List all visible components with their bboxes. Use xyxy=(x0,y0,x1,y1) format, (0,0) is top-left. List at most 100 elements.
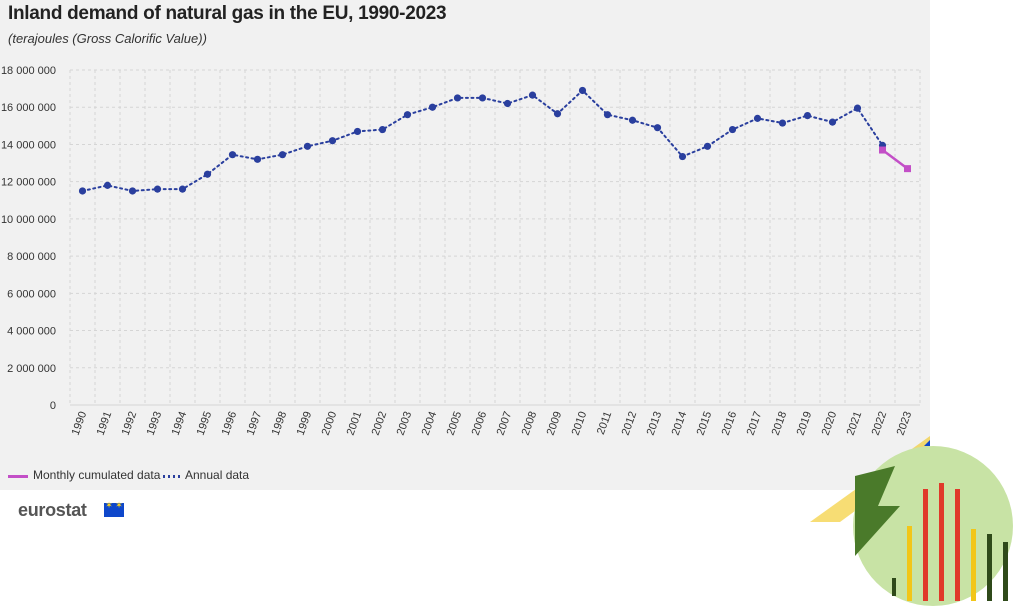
badge-bar xyxy=(1003,542,1008,601)
monthly-data-point xyxy=(879,146,886,154)
x-tick-label: 2022 xyxy=(870,410,890,437)
x-tick-label: 2013 xyxy=(645,410,665,437)
legend-label-annual: Annual data xyxy=(185,468,250,482)
annual-data-point xyxy=(178,185,187,193)
annual-data-point xyxy=(403,111,412,119)
line-chart: 0 2 000 000 4 000 000 6 000 000 8 000 000 10 … xyxy=(1,65,921,437)
x-tick-label: 2019 xyxy=(795,410,815,437)
badge-bar xyxy=(939,483,944,601)
annual-data-point xyxy=(503,99,512,108)
y-tick-label: 12 000 000 xyxy=(1,177,56,189)
badge-bar xyxy=(923,489,928,601)
annual-data-point xyxy=(728,125,737,134)
annual-data-point xyxy=(753,114,762,122)
annual-data-point xyxy=(803,111,812,120)
x-tick-label: 2005 xyxy=(445,410,465,437)
annual-data-point xyxy=(478,94,487,102)
x-tick-label: 2011 xyxy=(595,410,614,436)
annual-data-point xyxy=(828,118,837,126)
annual-data-point xyxy=(253,155,262,163)
y-tick-label: 18 000 000 xyxy=(1,65,56,77)
x-tick-label: 2023 xyxy=(895,410,915,437)
x-tick-label: 2020 xyxy=(820,410,840,437)
annual-data-point xyxy=(353,127,362,136)
x-tick-label: 1998 xyxy=(270,410,290,437)
x-tick-label: 2003 xyxy=(395,410,415,437)
badge-bar xyxy=(907,526,912,601)
annual-data-point xyxy=(653,124,662,132)
y-tick-label: 4 000 000 xyxy=(7,326,56,338)
monthly-series-line xyxy=(881,148,909,170)
annual-data-point xyxy=(428,103,437,111)
x-tick-label: 1991 xyxy=(95,410,115,437)
y-tick-label: 8 000 000 xyxy=(7,251,56,263)
x-tick-label: 2015 xyxy=(695,410,715,437)
annual-data-point xyxy=(278,151,287,159)
annual-data-point xyxy=(628,116,637,124)
x-tick-label: 1993 xyxy=(145,410,165,437)
legend-swatch-monthly xyxy=(8,475,28,478)
x-tick-label: 1994 xyxy=(170,410,190,437)
annual-data-point xyxy=(528,91,537,99)
badge-bar xyxy=(955,489,960,601)
x-tick-label: 1996 xyxy=(220,410,240,437)
x-tick-label: 1995 xyxy=(195,410,215,437)
badge-bar xyxy=(892,578,896,596)
x-tick-label: 2008 xyxy=(520,410,540,437)
annual-data-point xyxy=(328,137,337,145)
badge-bar xyxy=(987,534,992,601)
eu-flag-icon: ✶ ✶ xyxy=(104,500,124,517)
badge-bar xyxy=(971,529,976,601)
x-tick-label: 2009 xyxy=(545,410,565,437)
x-tick-label: 2006 xyxy=(470,410,490,437)
x-tick-label: 2016 xyxy=(720,410,740,437)
x-tick-label: 2018 xyxy=(770,410,790,437)
x-tick-label: 2001 xyxy=(345,410,365,437)
annual-series-line xyxy=(81,89,884,192)
y-tick-label: 10 000 000 xyxy=(1,214,56,226)
x-tick-label: 2010 xyxy=(570,410,590,437)
y-tick-label: 16 000 000 xyxy=(1,102,56,114)
annual-data-point xyxy=(603,111,612,119)
annual-data-point xyxy=(578,86,587,95)
x-tick-label: 1999 xyxy=(295,410,315,437)
chart-title: Inland demand of natural gas in the EU, … xyxy=(8,3,447,24)
eurostat-logo: eurostat xyxy=(18,500,87,520)
decorative-chart-badge xyxy=(810,436,1013,606)
x-tick-label: 1992 xyxy=(120,410,140,437)
annual-data-point xyxy=(778,119,787,127)
annual-data-point xyxy=(553,110,562,118)
chart-panel: Inland demand of natural gas in the EU, … xyxy=(0,0,930,490)
x-tick-label: 2017 xyxy=(745,410,765,437)
x-tick-label: 2007 xyxy=(495,410,515,437)
y-tick-label: 6 000 000 xyxy=(7,288,56,300)
chart-subtitle: (terajoules (Gross Calorific Value)) xyxy=(8,31,207,46)
legend-label-monthly: Monthly cumulated data xyxy=(33,468,161,482)
annual-data-point xyxy=(153,185,162,193)
y-tick-label: 14 000 000 xyxy=(1,139,56,151)
annual-data-point xyxy=(128,187,137,195)
x-tick-label: 2014 xyxy=(670,410,690,437)
blue-corner-shape xyxy=(924,440,930,446)
annual-data-point xyxy=(78,187,87,195)
x-tick-label: 2004 xyxy=(420,410,440,437)
y-tick-label: 2 000 000 xyxy=(7,363,56,375)
annual-data-point xyxy=(203,170,212,178)
y-tick-label: 0 xyxy=(50,400,56,412)
annual-data-point xyxy=(703,142,712,150)
annual-data-point xyxy=(228,151,237,159)
annual-data-point xyxy=(678,152,687,161)
annual-data-point xyxy=(303,142,312,150)
x-tick-label: 2021 xyxy=(845,410,865,437)
annual-data-point xyxy=(453,94,462,102)
x-tick-label: 2000 xyxy=(320,410,340,437)
green-leaf-shape xyxy=(855,466,900,556)
x-tick-label: 2012 xyxy=(620,410,640,437)
x-tick-label: 1997 xyxy=(245,410,265,437)
annual-data-point xyxy=(853,104,862,112)
annual-data-point xyxy=(103,181,112,189)
x-tick-label: 2002 xyxy=(370,410,390,437)
x-tick-label: 1990 xyxy=(70,410,90,437)
annual-data-point xyxy=(378,125,387,134)
legend-swatch-annual xyxy=(163,475,183,478)
